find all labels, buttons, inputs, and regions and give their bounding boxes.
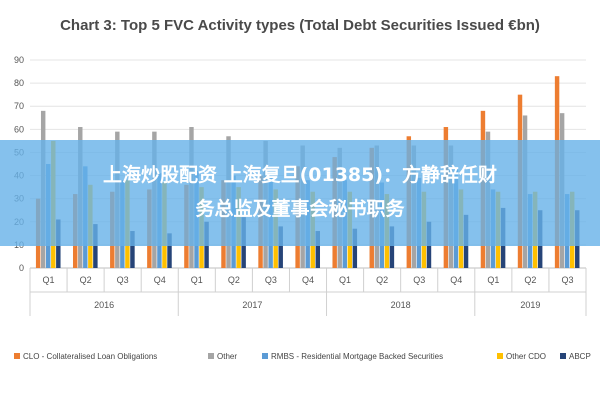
x-axis: Q1 Q2 Q3 Q4 Q1 Q2 Q3 Q4 Q1 Q2 Q3 Q4 Q1 Q2 Q3 2016 2017 20… [29,268,587,316]
legend-swatch [560,353,566,359]
y-tick-label: 90 [14,55,24,65]
headline-line-1: 上海炒股配资 上海复旦(01385)：方静辞任财 [102,164,498,186]
y-tick-label: 0 [19,263,24,273]
x-tick-label: Q2 [524,275,536,285]
legend-swatch [497,353,503,359]
year-label: 2017 [242,300,262,310]
x-tick-label: Q3 [561,275,573,285]
chart-title: Chart 3: Top 5 FVC Activity types (Total… [60,17,540,34]
year-label: 2019 [520,300,540,310]
year-label: 2016 [94,300,114,310]
legend-label: RMBS - Residential Mortgage Backed Secur… [271,352,443,361]
bar [352,228,358,268]
legend-label: ABCP [569,352,591,361]
legend-label: Other [217,352,237,361]
x-tick-label: Q3 [117,275,129,285]
x-tick-label: Q1 [487,275,499,285]
legend-label: CLO - Collateralised Loan Obligations [23,352,157,361]
legend-label: Other CDO [506,352,546,361]
bar [93,224,98,268]
y-tick-label: 60 [14,124,24,134]
y-tick-label: 70 [14,101,24,111]
x-tick-label: Q2 [228,275,240,285]
bar [167,233,172,268]
x-tick-label: Q4 [302,275,314,285]
x-tick-label: Q1 [43,275,55,285]
headline-line-2: 务总监及董事会秘书职务 [195,198,405,220]
x-tick-label: Q2 [80,275,92,285]
legend-swatch [14,353,20,359]
bar [278,226,283,268]
x-tick-label: Q4 [450,275,462,285]
x-tick-label: Q2 [376,275,388,285]
legend-swatch [262,353,268,359]
bar [389,226,395,268]
bar [315,231,321,268]
x-tick-label: Q1 [191,275,203,285]
legend: CLO - Collateralised Loan Obligations Oth… [14,352,591,361]
year-label: 2018 [391,300,411,310]
x-tick-label: Q4 [154,275,166,285]
legend-swatch [208,353,214,359]
bar [130,231,135,268]
x-tick-label: Q3 [413,275,425,285]
x-tick-label: Q1 [339,275,351,285]
x-tick-label: Q3 [265,275,277,285]
headline-banner: 上海炒股配资 上海复旦(01385)：方静辞任财 务总监及董事会秘书职务 [0,140,600,246]
y-tick-label: 80 [14,78,24,88]
